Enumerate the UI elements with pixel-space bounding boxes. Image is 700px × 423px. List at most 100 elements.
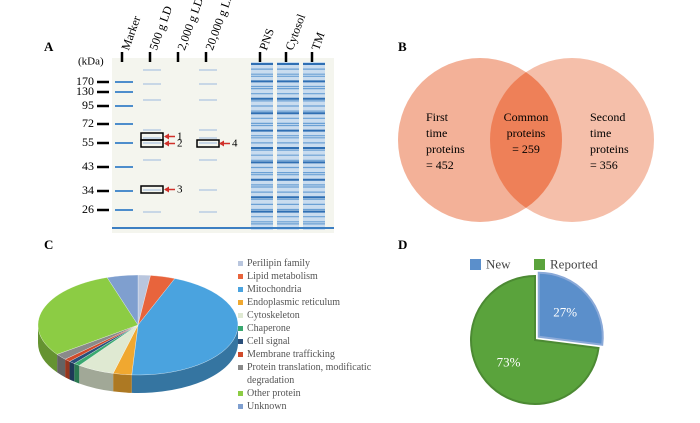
band-arrowhead bbox=[164, 133, 169, 140]
legend-label: Other protein bbox=[247, 388, 301, 399]
legend-swatch bbox=[238, 391, 243, 396]
pie-side bbox=[74, 363, 80, 384]
legend-swatch bbox=[470, 259, 481, 270]
venn-text: First bbox=[426, 110, 449, 124]
lane-label: Cytosol bbox=[282, 11, 308, 52]
legend-item: Unknown bbox=[238, 400, 388, 413]
lane-label: Marker bbox=[118, 14, 143, 52]
legend-label: Endoplasmic reticulum bbox=[247, 297, 341, 308]
panel-label: A bbox=[44, 39, 54, 54]
venn-text: Second bbox=[590, 110, 625, 124]
legend-swatch bbox=[238, 274, 243, 279]
panel-label: C bbox=[44, 237, 53, 252]
gel-lane bbox=[303, 62, 325, 230]
pie-side bbox=[57, 354, 66, 378]
legend-item: Cell signal bbox=[238, 335, 388, 348]
venn-text: = 452 bbox=[426, 158, 454, 172]
lane-label: PNS bbox=[256, 26, 277, 51]
data-label: 27% bbox=[553, 304, 577, 319]
lane-label: 500 g LD bbox=[146, 4, 175, 52]
band-label: 4 bbox=[232, 138, 238, 150]
unit-label: (kDa) bbox=[78, 56, 104, 68]
venn-text: time bbox=[426, 126, 447, 140]
legend-swatch bbox=[238, 326, 243, 331]
marker-label: 34 bbox=[82, 183, 94, 197]
marker-label: 95 bbox=[82, 98, 94, 112]
legend-swatch bbox=[238, 352, 243, 357]
pie-slice bbox=[106, 274, 139, 326]
venn-text: proteins bbox=[507, 126, 546, 140]
legend-item: Perilipin family bbox=[238, 257, 388, 270]
lane-label: 2,000 g LD bbox=[174, 0, 206, 52]
legend-item: Chaperone bbox=[238, 322, 388, 335]
legend-label: Reported bbox=[550, 256, 598, 271]
legend-item: Protein translation, modificatic degrada… bbox=[238, 361, 388, 387]
venn-text: Common bbox=[504, 110, 549, 124]
legend-item: Mitochondria bbox=[238, 283, 388, 296]
pie-side bbox=[69, 361, 75, 382]
venn-text: = 259 bbox=[512, 142, 540, 156]
band-arrowhead bbox=[164, 140, 169, 147]
legend-item: Endoplasmic reticulum bbox=[238, 296, 388, 309]
legend-swatch bbox=[238, 313, 243, 318]
venn-overlap bbox=[490, 58, 562, 222]
legend-label: Chaperone bbox=[247, 323, 291, 334]
band-arrowhead bbox=[219, 140, 224, 147]
legend-label: Protein translation, modificatic degrada… bbox=[247, 362, 372, 386]
legend-item: Cytoskeleton bbox=[238, 309, 388, 322]
legend: Perilipin family Lipid metabolism Mitochon… bbox=[238, 257, 388, 413]
venn-text: proteins bbox=[590, 142, 629, 156]
marker-label: 55 bbox=[82, 135, 94, 149]
band-box bbox=[140, 139, 164, 148]
pie-slice bbox=[131, 278, 239, 376]
legend-label: Membrane trafficking bbox=[247, 349, 335, 360]
venn-text: = 356 bbox=[590, 158, 618, 172]
legend-label: New bbox=[486, 256, 511, 271]
marker-label: 43 bbox=[82, 159, 94, 173]
lane-label: 20,000 g LD bbox=[202, 0, 236, 52]
pie-slice bbox=[470, 274, 600, 405]
legend-item: Lipid metabolism bbox=[238, 270, 388, 283]
legend-swatch bbox=[534, 259, 545, 270]
lane-label: TM bbox=[308, 30, 327, 52]
legend-item: Other protein bbox=[238, 387, 388, 400]
band-label: 3 bbox=[177, 184, 183, 196]
legend-label: Mitochondria bbox=[247, 284, 302, 295]
pie-side bbox=[113, 373, 132, 393]
venn-text: time bbox=[590, 126, 611, 140]
legend-label: Cell signal bbox=[247, 336, 291, 347]
marker-label: 170 bbox=[76, 74, 94, 88]
legend-swatch bbox=[238, 261, 243, 266]
marker-label: 26 bbox=[82, 202, 94, 216]
pie-slice bbox=[37, 277, 139, 355]
legend-swatch bbox=[238, 339, 243, 344]
legend-label: Unknown bbox=[247, 401, 287, 412]
band-box bbox=[140, 185, 164, 194]
band-label: 1 bbox=[177, 131, 183, 143]
legend-swatch bbox=[238, 365, 243, 370]
pie-side bbox=[38, 325, 58, 373]
legend-swatch bbox=[238, 287, 243, 292]
pie-side bbox=[79, 365, 114, 392]
data-label: 73% bbox=[497, 354, 521, 369]
panel-label: D bbox=[398, 237, 407, 252]
band-arrowhead bbox=[164, 186, 169, 193]
pie-side bbox=[131, 325, 238, 393]
band-label: 2 bbox=[177, 138, 183, 150]
legend-label: Lipid metabolism bbox=[247, 271, 318, 282]
marker-label: 130 bbox=[76, 84, 94, 98]
legend-label: Cytoskeleton bbox=[247, 310, 300, 321]
pie-slice bbox=[537, 271, 604, 346]
panel-label: B bbox=[398, 39, 407, 54]
legend-label: Perilipin family bbox=[247, 258, 311, 269]
gel-lane bbox=[251, 62, 273, 230]
pie-side bbox=[65, 359, 70, 380]
legend-swatch bbox=[238, 300, 243, 305]
marker-label: 72 bbox=[82, 116, 94, 130]
gel-lane bbox=[277, 62, 299, 230]
venn-text: proteins bbox=[426, 142, 465, 156]
legend-swatch bbox=[238, 404, 243, 409]
legend-item: Membrane trafficking bbox=[238, 348, 388, 361]
